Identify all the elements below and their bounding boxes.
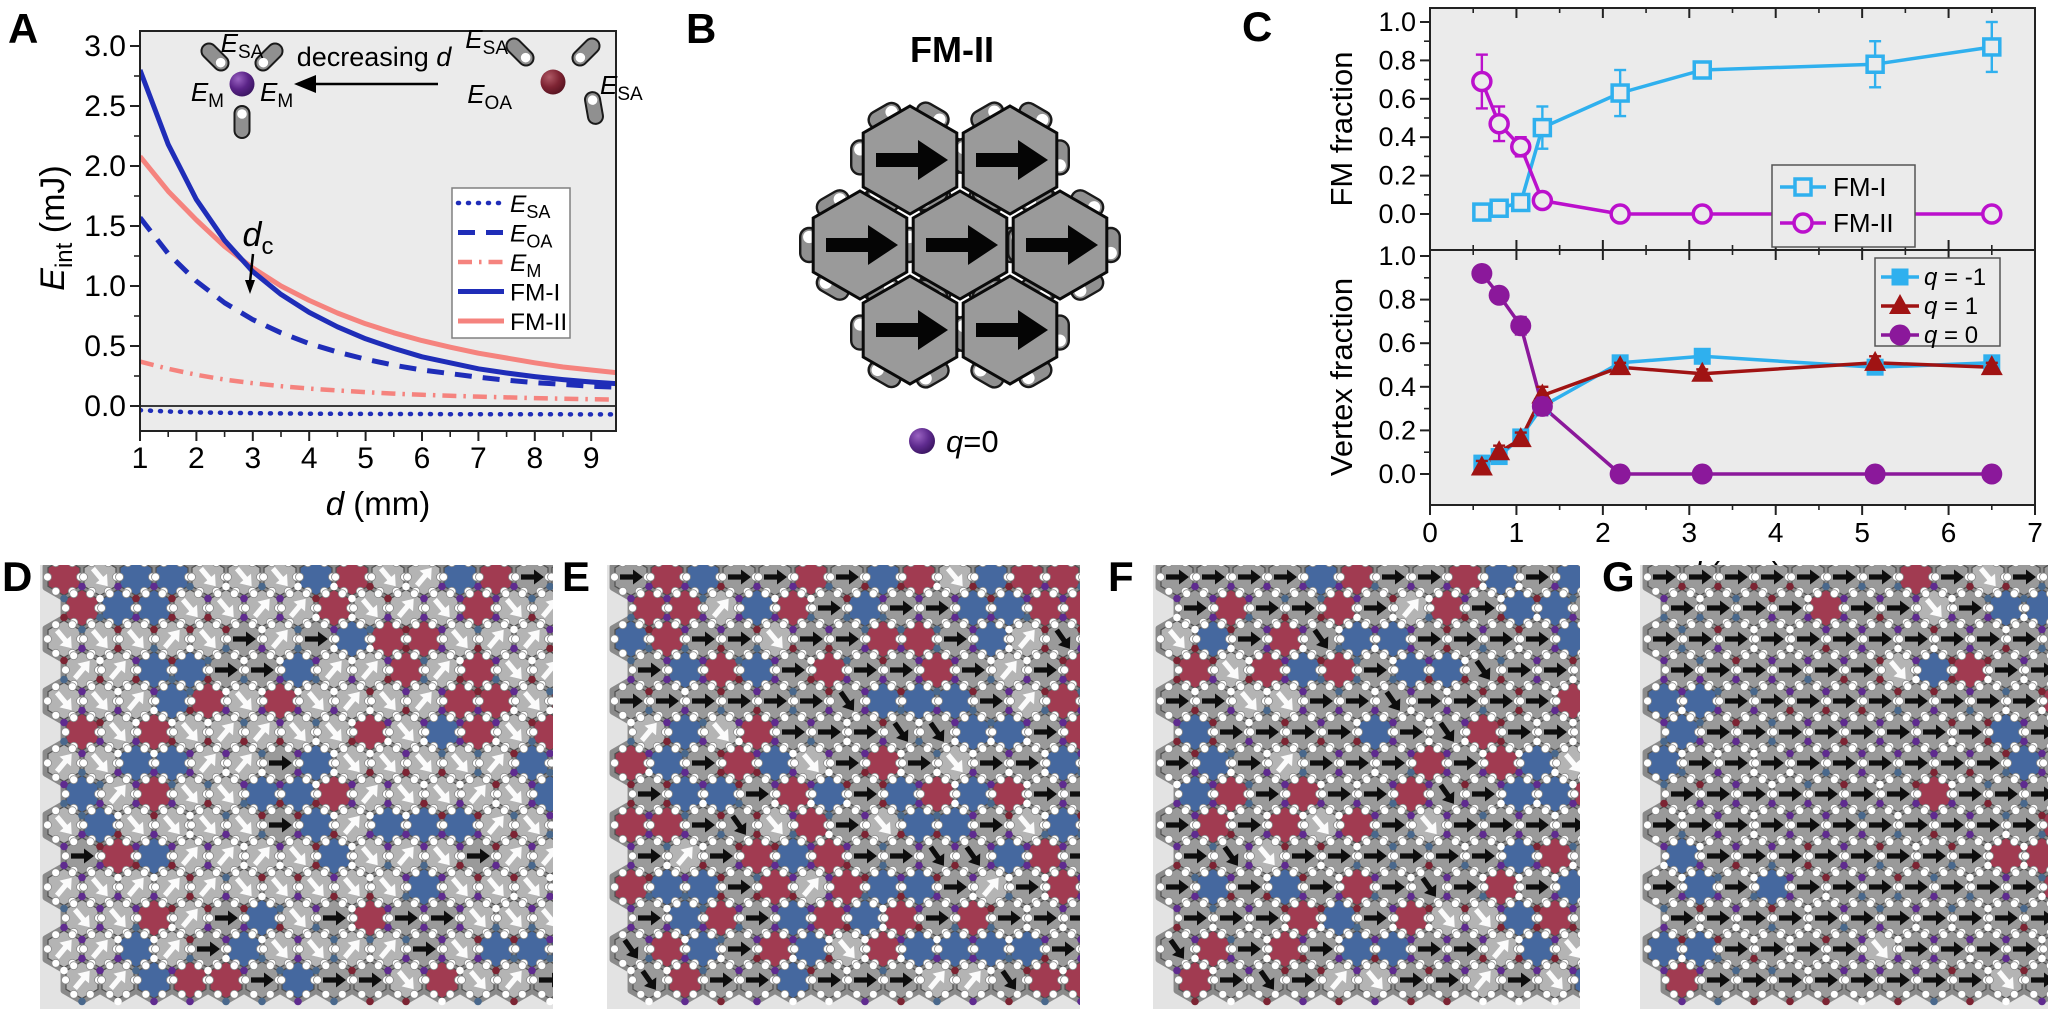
energy-chart: 1 2 3 4 5 6 7 8 9 0.0 0.5 1.0 1.5 2.0 2.5 3.0 d (mm) Eint… bbox=[34, 24, 643, 522]
svg-text:FM-II: FM-II bbox=[910, 29, 994, 70]
svg-text:Vertex fraction: Vertex fraction bbox=[1324, 278, 1359, 476]
panel-d-label: D bbox=[2, 553, 33, 600]
svg-text:7: 7 bbox=[2027, 517, 2043, 548]
svg-text:0.8: 0.8 bbox=[1378, 45, 1416, 75]
svg-text:ESA: ESA bbox=[465, 24, 508, 59]
svg-text:5: 5 bbox=[1854, 517, 1870, 548]
svg-text:FM fraction: FM fraction bbox=[1324, 51, 1359, 206]
svg-text:q=0: q=0 bbox=[946, 424, 999, 459]
svg-text:1.0: 1.0 bbox=[1378, 241, 1416, 271]
svg-text:7: 7 bbox=[470, 442, 487, 475]
svg-text:q = -1: q = -1 bbox=[1924, 264, 1986, 291]
svg-text:FM-II: FM-II bbox=[1833, 208, 1894, 238]
svg-text:4: 4 bbox=[301, 442, 318, 475]
panel-c-label: C bbox=[1242, 3, 1273, 50]
svg-text:EOA: EOA bbox=[510, 221, 552, 252]
svg-text:8: 8 bbox=[526, 442, 543, 475]
fraction-charts: 0 1 2 3 4 5 6 7 0.0 0.2 0.4 0.6 0.8 1.0 0.0 0.2 0.4 0.6 0.… bbox=[1324, 7, 2043, 590]
panel-a-label: A bbox=[8, 5, 39, 52]
svg-text:ESA: ESA bbox=[510, 191, 550, 222]
svg-text:EOA: EOA bbox=[467, 79, 512, 114]
svg-text:3: 3 bbox=[1682, 517, 1698, 548]
svg-text:0.8: 0.8 bbox=[1378, 285, 1416, 315]
lattice-image-d bbox=[40, 565, 553, 1009]
svg-text:0: 0 bbox=[1422, 517, 1438, 548]
svg-text:d (mm): d (mm) bbox=[326, 485, 431, 522]
svg-text:2: 2 bbox=[188, 442, 205, 475]
svg-text:1.0: 1.0 bbox=[84, 270, 126, 303]
svg-text:Eint (mJ): Eint (mJ) bbox=[34, 165, 78, 290]
svg-text:0.4: 0.4 bbox=[1378, 372, 1416, 402]
svg-text:EM: EM bbox=[510, 250, 541, 281]
svg-text:q = 0: q = 0 bbox=[1924, 322, 1978, 349]
panel-f-label: F bbox=[1108, 553, 1134, 600]
svg-text:dc: dc bbox=[243, 216, 274, 260]
svg-text:1.5: 1.5 bbox=[84, 210, 126, 243]
svg-text:2: 2 bbox=[1595, 517, 1611, 548]
svg-text:4: 4 bbox=[1768, 517, 1784, 548]
svg-text:2.5: 2.5 bbox=[84, 90, 126, 123]
panel-g-label: G bbox=[1602, 553, 1635, 600]
svg-text:0.4: 0.4 bbox=[1378, 122, 1416, 152]
lattice-image-g bbox=[1640, 565, 2048, 1009]
svg-text:EM: EM bbox=[191, 77, 224, 112]
svg-text:9: 9 bbox=[583, 442, 600, 475]
svg-text:1: 1 bbox=[132, 442, 149, 475]
svg-text:0.2: 0.2 bbox=[1378, 415, 1416, 445]
lattice-image-e bbox=[607, 565, 1080, 1009]
svg-text:0.6: 0.6 bbox=[1378, 84, 1416, 114]
svg-text:5: 5 bbox=[357, 442, 374, 475]
fm2-schematic-diagram: FM-II q=0 bbox=[799, 29, 1122, 459]
svg-text:0.0: 0.0 bbox=[1378, 199, 1416, 229]
svg-text:1.0: 1.0 bbox=[1378, 7, 1416, 37]
svg-text:ESA: ESA bbox=[221, 28, 264, 63]
svg-text:0.0: 0.0 bbox=[84, 390, 126, 423]
lattice-image-f bbox=[1153, 565, 1580, 1009]
svg-text:1: 1 bbox=[1509, 517, 1525, 548]
svg-text:decreasing d: decreasing d bbox=[297, 42, 453, 72]
svg-text:3.0: 3.0 bbox=[84, 30, 126, 63]
svg-text:6: 6 bbox=[1941, 517, 1957, 548]
svg-text:q = 1: q = 1 bbox=[1924, 293, 1978, 320]
svg-text:FM-I: FM-I bbox=[1833, 172, 1886, 202]
svg-text:0.0: 0.0 bbox=[1378, 459, 1416, 489]
svg-text:FM-II: FM-II bbox=[510, 309, 567, 336]
panel-e-label: E bbox=[562, 553, 591, 600]
svg-text:2.0: 2.0 bbox=[84, 150, 126, 183]
svg-text:0.2: 0.2 bbox=[1378, 161, 1416, 191]
svg-text:6: 6 bbox=[414, 442, 431, 475]
svg-text:0.6: 0.6 bbox=[1378, 328, 1416, 358]
svg-text:EM: EM bbox=[260, 77, 293, 112]
panel-b-label: B bbox=[686, 5, 717, 52]
svg-text:FM-I: FM-I bbox=[510, 280, 560, 307]
svg-text:0.5: 0.5 bbox=[84, 330, 126, 363]
svg-text:3: 3 bbox=[244, 442, 261, 475]
svg-text:ESA: ESA bbox=[600, 70, 643, 105]
